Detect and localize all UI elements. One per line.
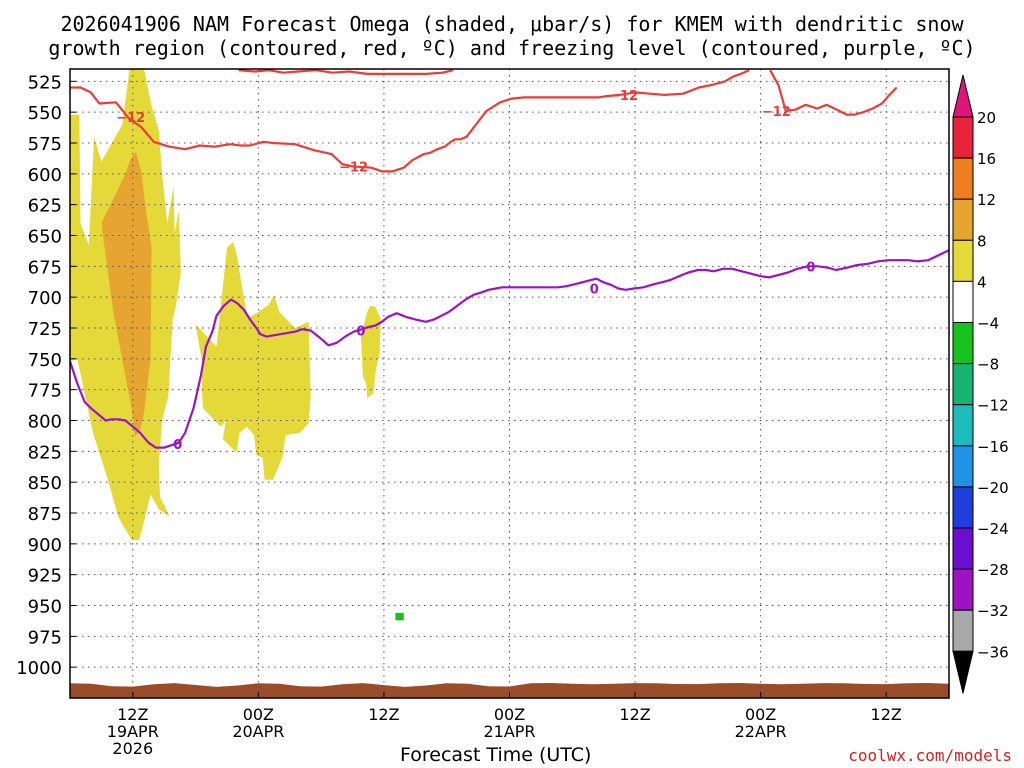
y-tick-label-9: 750 [28, 350, 62, 371]
x-tick-label-2-0: 12Z [368, 705, 399, 724]
contour-labels: −12 −12 −12 −12 0 0 0 0 [116, 89, 815, 453]
x-tick-label-3-1: 21APR [483, 722, 535, 741]
colorbar-label-13: −36 [977, 643, 1009, 661]
colorbar-swatch-10 [952, 527, 974, 570]
contours [70, 69, 949, 449]
y-tick-label-4: 625 [28, 196, 62, 217]
colorbar-label-3: 8 [977, 232, 987, 250]
omega-region-2 [360, 305, 381, 399]
dendritic-contour-line-1 [238, 69, 454, 76]
freezing-contour-label-2: 0 [590, 283, 599, 298]
y-tick-label-0: 525 [28, 72, 62, 93]
colorbar-min-arrow [952, 650, 974, 694]
x-tick-label-0-2: 2026 [112, 739, 153, 758]
colorbar-label-6: −8 [977, 356, 999, 374]
grid-lines [70, 69, 949, 698]
x-tick-label-1-0: 00Z [243, 705, 274, 724]
colorbar-swatch-6 [952, 363, 974, 406]
freezing-contour-line-0 [70, 249, 949, 449]
colorbar-label-12: −32 [977, 602, 1009, 620]
colorbar-swatch-7 [952, 404, 974, 447]
y-tick-label-13: 850 [28, 473, 62, 494]
dendritic-contour-label-0: −12 [116, 111, 145, 126]
dendritic-contour-line-2 [769, 69, 898, 116]
y-axis: 525 550 575 600 625 650 675 700 725 750 775 800 825 8… [16, 72, 76, 679]
colorbar-label-5: −4 [977, 315, 999, 333]
omega-shading [70, 69, 404, 621]
y-tick-label-1: 550 [28, 103, 62, 124]
colorbar-swatch-8 [952, 445, 974, 488]
dendritic-contour-label-1: −12 [339, 160, 368, 175]
y-tick-label-19: 1000 [16, 658, 62, 679]
colorbar-label-4: 4 [977, 273, 987, 291]
colorbar-label-11: −28 [977, 561, 1009, 579]
colorbar-swatch-9 [952, 486, 974, 529]
y-tick-label-10: 775 [28, 381, 62, 402]
colorbar-swatch-3 [952, 239, 974, 282]
colorbar-swatch-2 [952, 198, 974, 241]
omega-region-3 [101, 151, 152, 437]
y-tick-label-14: 875 [28, 504, 62, 525]
y-tick-label-18: 975 [28, 627, 62, 648]
omega-region-4 [395, 612, 404, 621]
colorbar-label-1: 16 [977, 150, 996, 168]
omega-region-1 [195, 241, 311, 480]
y-tick-label-12: 825 [28, 442, 62, 463]
x-tick-label-0-0: 12Z [117, 705, 148, 724]
y-tick-label-8: 725 [28, 319, 62, 340]
dendritic-contour-label-2: −12 [609, 89, 638, 104]
colorbar-swatch-5 [952, 322, 974, 365]
freezing-contour-label-0: 0 [173, 438, 182, 453]
freezing-contour-label-1: 0 [356, 324, 365, 339]
colorbar-swatch-0 [952, 116, 974, 159]
x-tick-label-4-0: 12Z [619, 705, 650, 724]
x-tick-label-1-1: 20APR [232, 722, 284, 741]
y-tick-label-7: 700 [28, 288, 62, 309]
y-tick-label-16: 925 [28, 566, 62, 587]
chart-title-line-1: 2026041906 NAM Forecast Omega (shaded, μ… [60, 12, 964, 36]
colorbar-swatch-11 [952, 568, 974, 611]
freezing-contour-label-3: 0 [806, 260, 815, 275]
y-tick-label-5: 650 [28, 227, 62, 248]
colorbar-label-2: 12 [977, 191, 996, 209]
colorbar-swatch-4 [952, 280, 974, 323]
x-tick-label-3-0: 00Z [494, 705, 525, 724]
dendritic-contour-label-3: −12 [762, 105, 791, 120]
x-tick-label-5-1: 22APR [735, 722, 787, 741]
colorbar-label-0: 20 [977, 109, 996, 127]
y-tick-label-2: 575 [28, 134, 62, 155]
x-tick-label-5-0: 00Z [745, 705, 776, 724]
chart-title-line-2: growth region (contoured, red, ºC) and f… [48, 36, 976, 60]
ground-surface [70, 683, 949, 698]
colorbar: 20 16 12 8 4 −4 −8 −12 −16 −20 −24 −28 −32 −36 [952, 74, 1009, 694]
colorbar-swatch-12 [952, 609, 974, 652]
colorbar-label-10: −24 [977, 520, 1009, 538]
colorbar-label-8: −16 [977, 438, 1009, 456]
colorbar-label-9: −20 [977, 479, 1009, 497]
colorbar-max-arrow [952, 74, 974, 118]
x-axis-title: Forecast Time (UTC) [400, 744, 592, 766]
x-tick-label-0-1: 19APR [107, 722, 159, 741]
x-tick-label-6-0: 12Z [871, 705, 902, 724]
ground-fill [70, 683, 949, 698]
colorbar-swatch-1 [952, 157, 974, 200]
y-tick-label-11: 800 [28, 412, 62, 433]
y-tick-label-3: 600 [28, 165, 62, 186]
y-tick-label-17: 950 [28, 597, 62, 618]
y-tick-label-15: 900 [28, 535, 62, 556]
credit-text: coolwx.com/models [848, 746, 1012, 765]
dendritic-contour-line-0 [70, 69, 750, 173]
colorbar-label-7: −12 [977, 397, 1009, 415]
y-tick-label-6: 675 [28, 257, 62, 278]
